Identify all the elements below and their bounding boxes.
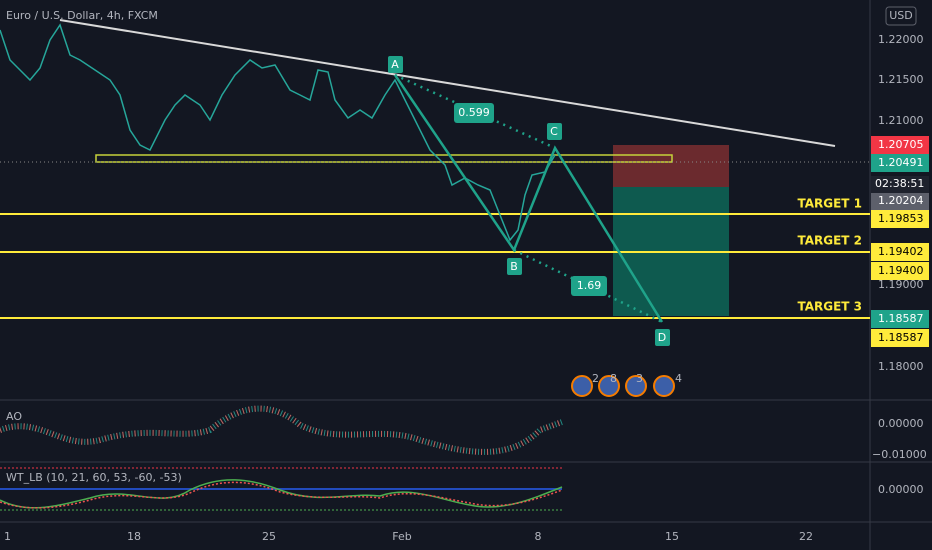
- wt-line: [0, 479, 563, 509]
- countdown: 02:38:51: [875, 177, 924, 190]
- event-icon[interactable]: [598, 375, 620, 397]
- ratio-box: [454, 103, 494, 123]
- indicator-name: AO: [6, 410, 22, 423]
- point-box: [507, 258, 522, 275]
- time-tick: 1: [4, 530, 11, 543]
- price-tick: 1.22000: [878, 33, 924, 46]
- ratio-label: 1.69: [577, 279, 602, 292]
- event-count[interactable]: 3: [636, 372, 643, 385]
- price-label: 1.20491: [878, 156, 924, 169]
- price-label-box: [871, 176, 929, 193]
- event-icon[interactable]: [625, 375, 647, 397]
- target-label: TARGET 3: [797, 300, 862, 314]
- price-tick: 1.21500: [878, 73, 924, 86]
- price-label: 1.18587: [878, 312, 924, 325]
- pattern-labels: A B C D 0.599 1.69: [388, 56, 670, 346]
- point-label: B: [510, 260, 518, 273]
- pattern-lines: [393, 74, 664, 323]
- price-label-box: [871, 262, 929, 280]
- price-tick: 1.18000: [878, 360, 924, 373]
- wt-signal: [0, 481, 563, 509]
- point-box: [388, 56, 403, 73]
- price-label-box: [871, 310, 929, 328]
- events[interactable]: 2 8 3 4: [571, 372, 682, 397]
- time-tick: 15: [665, 530, 679, 543]
- currency-box[interactable]: [885, 6, 917, 26]
- event-count[interactable]: 8: [610, 372, 617, 385]
- price-label-box: [871, 136, 929, 154]
- indicator-tick: 0.00000: [878, 483, 924, 496]
- target-label: TARGET 1: [797, 197, 862, 211]
- price-tick: 1.21000: [878, 114, 924, 127]
- time-tick: 18: [127, 530, 141, 543]
- price-label: 1.20204: [878, 194, 924, 207]
- indicator-name: WT_LB (10, 21, 60, 53, -60, -53): [6, 471, 182, 484]
- target-label: TARGET 2: [797, 234, 862, 248]
- stop-zone: [613, 145, 729, 187]
- event-icon[interactable]: [571, 375, 593, 397]
- time-tick: 25: [262, 530, 276, 543]
- price-label-box: [871, 193, 929, 210]
- event-count[interactable]: 2: [592, 372, 599, 385]
- price-label: 1.18587: [878, 331, 924, 344]
- point-box: [547, 123, 562, 140]
- price-label-box: [871, 243, 929, 261]
- price-label: 1.20705: [878, 138, 924, 151]
- price-label-box: [871, 210, 929, 228]
- point-label: D: [658, 331, 666, 344]
- indicator-tick: −0.01000: [872, 448, 927, 461]
- trendline: [59, 19, 836, 147]
- price-label: 1.19402: [878, 245, 924, 258]
- point-box: [655, 329, 670, 346]
- time-tick: 8: [535, 530, 542, 543]
- currency[interactable]: USD: [889, 9, 913, 22]
- price-path: [0, 23, 556, 242]
- point-label: C: [550, 125, 558, 138]
- indicator-tick: 0.00000: [878, 417, 924, 430]
- time-tick: 22: [799, 530, 813, 543]
- ratio-label: 0.599: [458, 106, 490, 119]
- symbol-title: Euro / U.S. Dollar, 4h, FXCM: [6, 9, 158, 22]
- ratio-box: [571, 276, 607, 296]
- price-label-box: [871, 154, 929, 172]
- price-tick: 1.19000: [878, 278, 924, 291]
- price-label-box: [871, 329, 929, 347]
- price-label: 1.19853: [878, 212, 924, 225]
- event-count[interactable]: 4: [675, 372, 682, 385]
- event-icon[interactable]: [653, 375, 675, 397]
- time-tick: Feb: [392, 530, 411, 543]
- pattern-ratio-line: [394, 73, 556, 150]
- price-label: 1.19400: [878, 264, 924, 277]
- point-label: A: [391, 58, 399, 71]
